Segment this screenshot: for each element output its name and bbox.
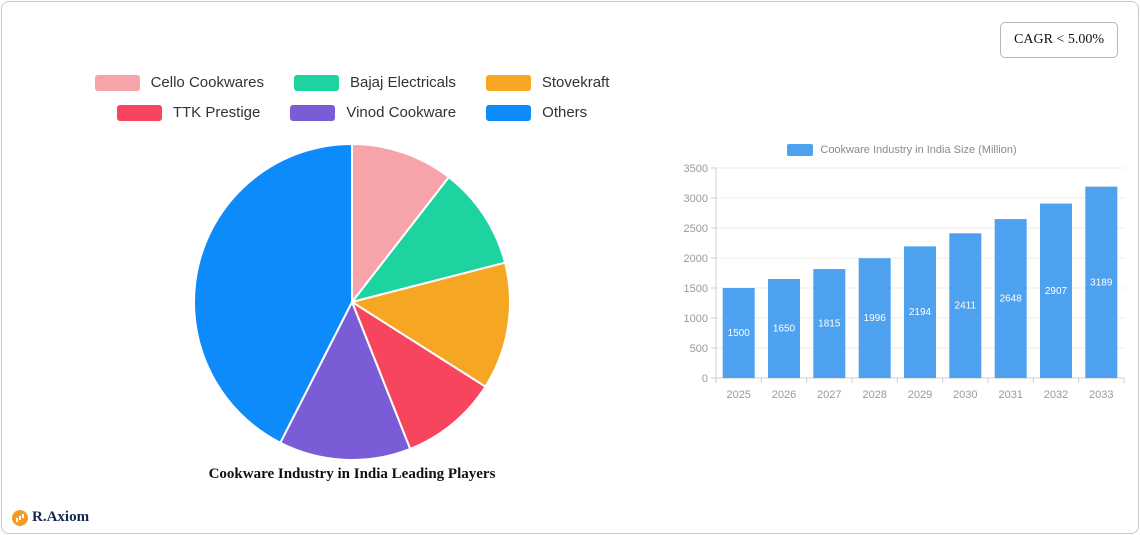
bar-value-label: 1996 (864, 313, 887, 324)
legend-item-vinod-cookware[interactable]: Vinod Cookware (290, 104, 456, 121)
x-axis-label: 2030 (953, 389, 977, 401)
legend-item-others[interactable]: Others (486, 104, 587, 121)
legend-swatch (485, 74, 531, 91)
bar-value-label: 1815 (818, 319, 841, 330)
brand-logo: R.Axiom (12, 509, 89, 526)
y-tick-label: 500 (690, 343, 708, 355)
bar-2026[interactable] (768, 279, 800, 378)
bar-2028[interactable] (858, 258, 891, 378)
y-tick-label: 2000 (684, 253, 708, 265)
bar-2025[interactable] (722, 288, 755, 378)
x-axis-label: 2025 (726, 389, 750, 401)
pie-slice-vinod-cookware[interactable] (278, 299, 412, 461)
pie-slice-ttk-prestige[interactable] (349, 299, 487, 451)
bar-value-label: 2907 (1045, 286, 1068, 297)
y-tick-label: 0 (702, 373, 708, 385)
x-axis-label: 2028 (862, 389, 886, 401)
y-tick-label: 1500 (684, 283, 708, 295)
bar-value-label: 3189 (1090, 277, 1113, 288)
legend-swatch (116, 104, 162, 121)
pie-chart-title: Cookware Industry in India Leading Playe… (208, 466, 496, 482)
pie-slice-bajaj-electricals[interactable] (349, 175, 507, 304)
pie-legend-row: Cello Cookwares Bajaj Electricals Stovekra… (42, 74, 662, 91)
bar-2031[interactable] (994, 219, 1027, 378)
bar-chart-container: Cookware Industry in India Size (Million… (672, 144, 1132, 425)
legend-swatch (486, 104, 532, 121)
x-axis-label: 2027 (817, 389, 841, 401)
legend-label: Bajaj Electricals (349, 74, 456, 91)
y-tick-label: 3000 (684, 193, 708, 205)
pie-legend-row: TTK Prestige Vinod Cookware Others (42, 104, 662, 121)
x-axis-label: 2032 (1044, 389, 1068, 401)
pie-slice-cello-cookwares[interactable] (351, 142, 451, 305)
legend-item-ttk-prestige[interactable]: TTK Prestige (116, 104, 261, 121)
bar-chart-logo-icon (12, 509, 28, 526)
bar-2029[interactable] (904, 246, 936, 378)
legend-label: Cello Cookwares (150, 74, 264, 91)
brand-name: R.Axiom (32, 509, 90, 525)
pie-chart-container (190, 140, 514, 464)
legend-item-stovekraft[interactable]: Stovekraft (485, 74, 610, 91)
legend-item-cello-cookwares[interactable]: Cello Cookwares (94, 74, 264, 91)
bar-2027[interactable] (813, 269, 846, 378)
legend-label: Stovekraft (541, 74, 610, 91)
y-tick-label: 2500 (684, 223, 708, 235)
x-axis-label: 2031 (998, 389, 1022, 401)
bar-value-label: 1650 (773, 324, 796, 335)
legend-swatch (94, 74, 140, 91)
bar-2030[interactable] (949, 233, 982, 378)
y-tick-label: 1000 (684, 313, 708, 325)
x-axis-label: 2026 (772, 389, 796, 401)
bar-legend-swatch (787, 144, 814, 156)
y-tick-label: 3500 (684, 163, 708, 175)
bar-2032[interactable] (1040, 203, 1072, 378)
legend-label: Others (542, 104, 588, 121)
legend-item-bajaj-electricals[interactable]: Bajaj Electricals (293, 74, 456, 91)
x-axis-label: 2029 (908, 389, 932, 401)
bar-legend-label: Cookware Industry in India Size (Million… (820, 144, 1017, 156)
bar-chart-legend[interactable]: Cookware Industry in India Size (Million… (672, 144, 1132, 156)
pie-chart (193, 142, 512, 461)
bar-value-label: 2411 (955, 301, 977, 312)
cagr-badge: CAGR < 5.00% (1000, 22, 1118, 58)
pie-slice-others[interactable] (193, 142, 353, 445)
bar-chart: 0 500 1000 1500 2000 2500 3000 3500 1500 2025 1650… (684, 163, 1125, 401)
bar-2033[interactable] (1085, 186, 1118, 378)
pie-slice-stovekraft[interactable] (349, 261, 512, 389)
pie-legend: Cello Cookwares Bajaj Electricals Stovekra… (42, 74, 662, 121)
x-axis-label: 2033 (1089, 389, 1113, 401)
legend-swatch (290, 104, 336, 121)
bar-value-label: 1500 (728, 328, 751, 339)
legend-label: TTK Prestige (172, 104, 261, 121)
legend-swatch (293, 74, 339, 91)
legend-label: Vinod Cookware (346, 104, 457, 121)
bar-value-label: 2194 (909, 307, 932, 318)
bar-value-label: 2648 (1000, 294, 1023, 305)
